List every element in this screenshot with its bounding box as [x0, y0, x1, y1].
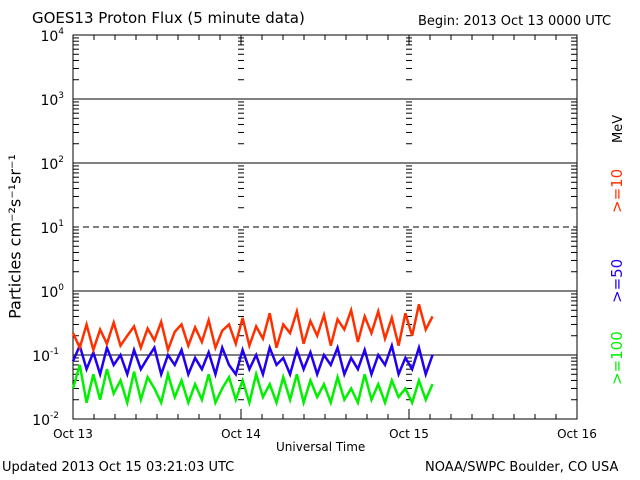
- legend-ge10: >=10: [608, 169, 626, 213]
- x-tick-label: Oct 14: [221, 427, 261, 441]
- begin-label: Begin: 2013 Oct 13 0000 UTC: [418, 14, 612, 29]
- x-axis-label: Universal Time: [276, 440, 366, 454]
- series-line-ge50: [71, 341, 434, 379]
- y-tick-label: 101: [40, 219, 64, 237]
- series-line-ge10: [71, 303, 434, 355]
- y-tick-label: 103: [40, 91, 64, 109]
- y-tick-label: 10-2: [32, 411, 59, 429]
- y-tick-label: 102: [40, 155, 64, 173]
- legend-ge100: >=100: [608, 331, 626, 385]
- legend-unit: MeV: [611, 115, 626, 143]
- x-tick-label: Oct 13: [53, 427, 93, 441]
- credit-label: NOAA/SWPC Boulder, CO USA: [425, 460, 619, 475]
- y-tick-label: 100: [40, 283, 64, 301]
- series-line-ge100: [71, 364, 434, 408]
- x-tick-label: Oct 15: [389, 427, 429, 441]
- updated-timestamp: Updated 2013 Oct 15 03:21:03 UTC: [2, 460, 235, 475]
- y-tick-label: 104: [40, 27, 64, 45]
- x-tick-label: Oct 16: [557, 427, 597, 441]
- chart-title: GOES13 Proton Flux (5 minute data): [32, 9, 305, 27]
- legend-ge50: >=50: [608, 259, 626, 303]
- y-tick-label: 10-1: [32, 347, 59, 365]
